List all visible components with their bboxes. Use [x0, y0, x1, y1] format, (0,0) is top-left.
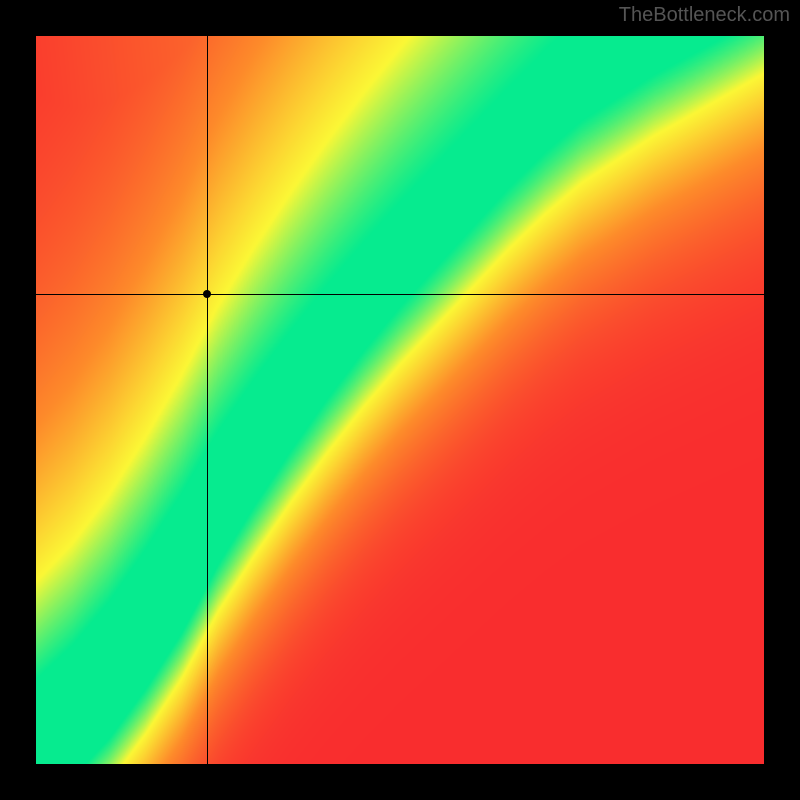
crosshair-marker-dot — [203, 290, 211, 298]
heatmap-canvas — [36, 36, 764, 764]
crosshair-vertical — [207, 36, 208, 764]
watermark-label: TheBottleneck.com — [619, 4, 790, 27]
crosshair-horizontal — [36, 294, 764, 295]
heatmap-plot — [36, 36, 764, 764]
